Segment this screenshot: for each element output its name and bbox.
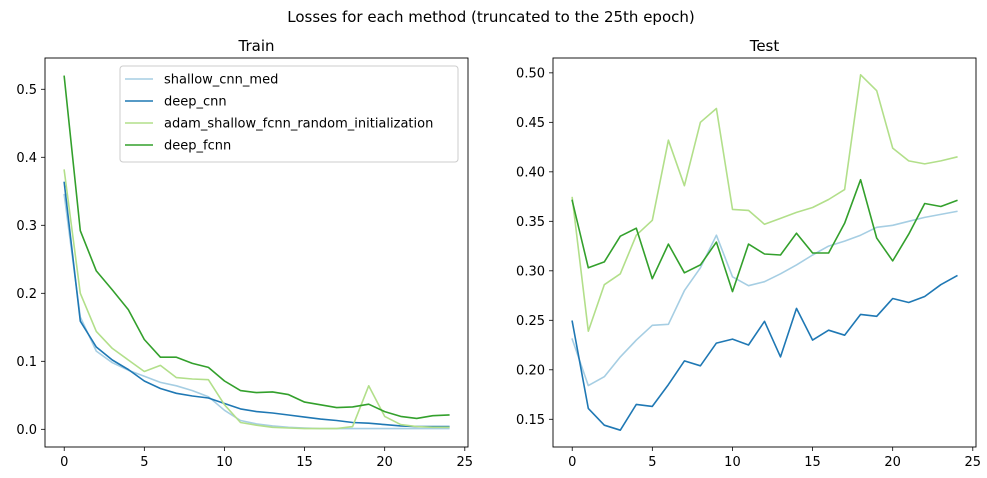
train-legend: shallow_cnn_med deep_cnn adam_shallow_fcnn…: [119, 65, 459, 163]
figure-suptitle: Losses for each method (truncated to the…: [287, 8, 694, 26]
train-legend-label: adam_shallow_fcnn_random_initialization: [164, 117, 433, 132]
test-chart: Test 0 5 10 15 20 25 0.15 0.20 0.25 0.30 0.35 0.40 0.…: [516, 37, 981, 470]
test-x-tick-label: 5: [648, 455, 656, 470]
train-chart-title: Train: [238, 37, 275, 55]
train-y-tick-label: 0.5: [16, 83, 37, 98]
train-axes-frame: [44, 57, 469, 448]
train-series-line-adam-shallow-fcnn-random-initialization: [63, 169, 450, 430]
test-y-tick-label: 0.20: [516, 363, 545, 378]
test-y-tick-label: 0.45: [516, 116, 545, 131]
train-x-tick-label: 20: [376, 455, 393, 470]
test-series-line-deep-cnn: [571, 274, 958, 432]
train-y-tick-label: 0.3: [16, 219, 37, 234]
test-axes-frame: [552, 57, 977, 448]
test-y-tick-label: 0.15: [516, 413, 545, 428]
test-y-tick-label: 0.30: [516, 264, 545, 279]
test-y-tick-label: 0.50: [516, 66, 545, 81]
test-series-line-shallow-cnn-med: [571, 210, 958, 387]
test-series-line-deep-fcnn: [571, 178, 958, 293]
test-chart-title: Test: [749, 37, 780, 55]
train-y-tick-label: 0.0: [16, 423, 37, 438]
train-x-tick-label: 15: [296, 455, 313, 470]
train-y-tick-label: 0.1: [16, 355, 37, 370]
train-x-tick-label: 0: [60, 455, 68, 470]
test-x-tick-label: 20: [884, 455, 901, 470]
train-chart: Train 0 5 10 15 20 25 0.0 0.1 0.2 0.3 0.4 0.5 shallow…: [16, 37, 473, 470]
train-legend-label: deep_cnn: [164, 95, 227, 110]
train-x-tick-label: 10: [216, 455, 233, 470]
train-series-line-deep-fcnn: [63, 75, 450, 420]
train-y-tick-label: 0.4: [16, 151, 37, 166]
test-x-tick-label: 0: [568, 455, 576, 470]
train-x-tick-label: 5: [140, 455, 148, 470]
train-series-line-shallow-cnn-med: [63, 193, 450, 430]
train-series-line-deep-cnn: [63, 181, 450, 428]
test-y-tick-label: 0.35: [516, 215, 545, 230]
train-legend-label: shallow_cnn_med: [164, 73, 278, 88]
train-y-tick-label: 0.2: [16, 287, 37, 302]
test-y-tick-label: 0.40: [516, 165, 545, 180]
train-legend-frame: [119, 65, 459, 163]
train-legend-label: deep_fcnn: [164, 139, 231, 154]
test-series-line-adam-shallow-fcnn-random-initialization: [571, 74, 958, 333]
train-x-tick-label: 25: [457, 455, 474, 470]
test-x-tick-label: 10: [724, 455, 741, 470]
test-x-tick-label: 25: [965, 455, 982, 470]
test-x-tick-label: 15: [804, 455, 821, 470]
test-y-tick-label: 0.25: [516, 314, 545, 329]
